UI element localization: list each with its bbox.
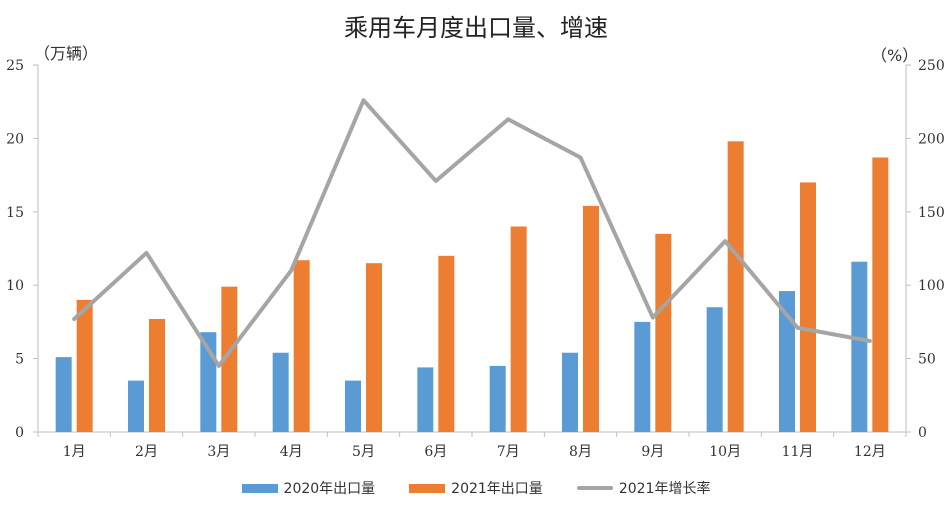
legend-item-2020: 2020年出口量 — [241, 478, 376, 498]
legend-label-2021: 2021年出口量 — [451, 481, 543, 497]
bar-2020 — [345, 380, 361, 432]
bar-2021 — [149, 318, 165, 432]
left-tick-label: 20 — [6, 131, 24, 147]
bar-2020 — [706, 307, 723, 432]
x-tick-label: 11月 — [782, 444, 814, 460]
legend: 2020年出口量 2021年出口量 2021年增长率 — [0, 478, 952, 498]
growth-rate-point — [797, 327, 798, 329]
left-tick-label: 25 — [6, 58, 24, 74]
bar-2021 — [76, 299, 93, 432]
bar-2021 — [293, 260, 310, 432]
bar-2021 — [800, 182, 816, 432]
left-tick-label: 0 — [15, 425, 24, 441]
bar-2021 — [366, 263, 382, 432]
bar-2020 — [55, 357, 72, 432]
growth-rate-point — [507, 118, 509, 120]
right-tick-label: 200 — [918, 131, 945, 147]
right-tick-label: 100 — [918, 278, 945, 294]
x-tick-label: 4月 — [280, 444, 303, 460]
x-tick-label: 12月 — [854, 444, 886, 460]
bar-2020 — [272, 352, 289, 432]
bar-2020 — [851, 261, 868, 432]
x-tick-label: 2月 — [135, 444, 158, 460]
x-tick-label: 10月 — [709, 444, 741, 460]
bar-2020 — [128, 380, 144, 432]
growth-rate-point — [218, 365, 220, 367]
right-tick-label: 250 — [918, 58, 945, 74]
growth-rate-point — [724, 240, 726, 242]
legend-item-growth: 2021年增长率 — [576, 478, 711, 498]
left-axis-unit: （万辆） — [34, 44, 99, 63]
legend-label-2020: 2020年出口量 — [283, 481, 376, 497]
growth-rate-point — [290, 270, 292, 272]
x-tick-label: 6月 — [424, 444, 447, 460]
right-tick-label: 50 — [918, 352, 936, 368]
bar-2021 — [872, 157, 889, 432]
bar-2021 — [727, 141, 744, 432]
left-tick-label: 10 — [6, 278, 24, 294]
x-tick-label: 1月 — [63, 444, 86, 460]
left-tick-label: 5 — [15, 352, 24, 368]
x-tick-label: 9月 — [641, 444, 664, 460]
growth-rate-line — [72, 98, 872, 368]
chart-title: 乘用车月度出口量、增速 — [344, 14, 608, 42]
legend-swatch-2021 — [409, 483, 446, 493]
x-tick-label: 5月 — [352, 444, 375, 460]
bar-2021 — [583, 205, 599, 432]
right-tick-label: 0 — [918, 425, 927, 441]
growth-rate-point — [73, 318, 75, 320]
growth-rate-point — [435, 180, 437, 182]
x-tick-label: 8月 — [569, 444, 592, 460]
right-tick-label: 150 — [918, 205, 945, 221]
growth-rate-point — [580, 156, 581, 158]
bar-2020 — [417, 367, 434, 432]
left-tick-label: 15 — [6, 205, 24, 221]
growth-rate-point — [869, 340, 871, 342]
growth-rate-point — [363, 99, 364, 101]
right-axis-unit: （%） — [871, 46, 919, 65]
legend-item-2021: 2021年出口量 — [409, 478, 543, 498]
bar-2020 — [562, 352, 578, 432]
bar-2020 — [489, 365, 506, 432]
bar-2021 — [221, 286, 238, 432]
bar-2021 — [438, 255, 455, 432]
legend-swatch-growth — [576, 486, 613, 490]
bar-2021 — [510, 226, 527, 432]
legend-label-growth: 2021年增长率 — [618, 481, 711, 497]
growth-rate-point — [146, 252, 147, 254]
x-tick-label: 7月 — [497, 444, 520, 460]
bar-2020 — [634, 321, 651, 432]
legend-swatch-2020 — [241, 483, 278, 493]
bar-2021 — [655, 233, 672, 432]
growth-rate-point — [652, 316, 654, 318]
x-tick-label: 3月 — [207, 444, 230, 460]
bar-2020 — [779, 291, 795, 432]
